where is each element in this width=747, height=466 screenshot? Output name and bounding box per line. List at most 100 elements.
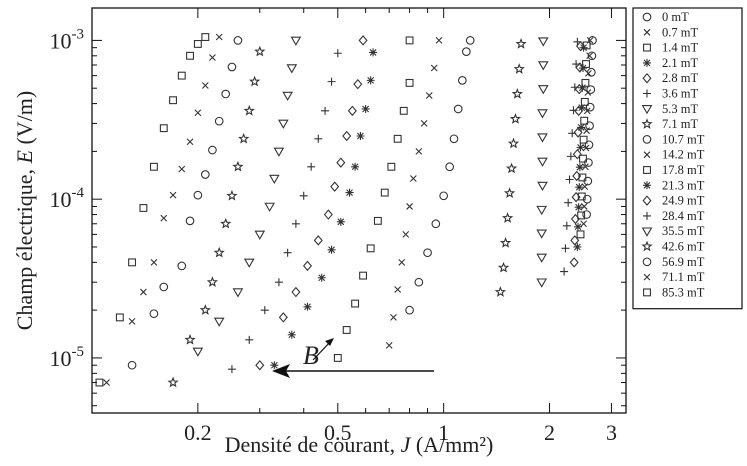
data-point — [314, 134, 323, 143]
data-point — [390, 314, 397, 321]
data-point — [177, 261, 187, 271]
data-point — [577, 103, 586, 112]
legend-item: 14.2 mT — [643, 148, 705, 162]
legend-item: 2.1 mT — [643, 56, 698, 70]
data-point — [586, 67, 596, 77]
legend-item: 5.3 mT — [641, 102, 698, 116]
data-point — [201, 82, 209, 89]
data-point — [186, 138, 194, 146]
y-axis-label: Champ électrique, E (V/m) — [12, 91, 37, 331]
legend-label: 21.3 mT — [662, 178, 705, 192]
legend-item: 0.7 mT — [643, 25, 698, 39]
legend-label: 35.5 mT — [662, 224, 705, 238]
field-vector-arrowhead — [325, 338, 334, 346]
data-point — [580, 203, 588, 210]
data-point — [537, 109, 548, 119]
data-point — [200, 170, 210, 179]
data-point — [385, 341, 393, 349]
series-0 — [582, 36, 597, 219]
x-tick-label: 1 — [438, 420, 449, 445]
data-point — [233, 36, 243, 45]
data-point — [574, 222, 582, 231]
data-point — [351, 162, 360, 171]
legend-marker — [641, 118, 653, 129]
data-point — [194, 109, 202, 117]
data-point — [299, 191, 308, 200]
data-point — [394, 286, 402, 293]
data-point — [457, 76, 467, 85]
legend-item: 28.4 mT — [643, 209, 705, 223]
data-point — [577, 192, 586, 201]
data-point — [583, 107, 591, 115]
data-point — [303, 302, 312, 311]
data-point — [497, 261, 510, 273]
legend-item: 85.3 mT — [643, 285, 705, 299]
data-point — [323, 209, 333, 220]
data-point — [243, 104, 255, 116]
data-point — [208, 145, 217, 155]
legend-label: 10.7 mT — [662, 132, 705, 146]
legend-marker — [643, 89, 651, 98]
legend-item: 21.3 mT — [643, 178, 705, 192]
legend-marker — [641, 240, 653, 252]
legend-item: 24.9 mT — [642, 194, 705, 208]
data-point — [430, 64, 438, 72]
series-14 — [192, 36, 302, 357]
data-point — [330, 181, 340, 192]
data-point — [232, 160, 244, 172]
data-point — [582, 194, 592, 204]
data-point — [221, 89, 231, 99]
data-point — [585, 121, 594, 131]
legend-label: 2.8 mT — [662, 71, 698, 85]
data-point — [449, 134, 459, 144]
data-point — [569, 106, 578, 115]
legend-marker — [643, 273, 651, 281]
data-point — [574, 203, 583, 212]
data-point — [336, 157, 346, 168]
data-point — [562, 221, 571, 230]
legend-label: 24.9 mT — [662, 194, 705, 208]
data-point — [560, 267, 569, 276]
data-point — [127, 360, 137, 370]
data-point — [159, 282, 169, 292]
series-13 — [227, 49, 342, 374]
legend-marker — [643, 43, 651, 52]
data-point — [169, 191, 177, 199]
data-point — [160, 214, 168, 222]
data-point — [425, 92, 433, 99]
data-point — [575, 40, 586, 52]
data-point — [573, 127, 583, 138]
data-point — [345, 188, 354, 197]
data-point — [243, 258, 255, 268]
legend-label: 2.1 mT — [662, 56, 698, 70]
data-point — [184, 333, 196, 345]
data-point — [227, 62, 237, 72]
data-point — [577, 123, 586, 132]
legend-marker — [643, 181, 651, 190]
series-5 — [560, 37, 582, 276]
data-point — [570, 235, 580, 246]
series-15 — [167, 45, 266, 388]
data-point — [150, 258, 158, 266]
axes-frame — [91, 7, 627, 414]
data-point — [445, 162, 454, 172]
x-axis-label: Densité de courant, J (A/mm²) — [225, 432, 494, 457]
annotation-label: B — [303, 341, 319, 370]
data-point — [115, 313, 124, 322]
data-point — [245, 335, 254, 344]
data-point — [192, 347, 204, 357]
field-direction-annotation: B — [272, 338, 434, 378]
legend-marker — [641, 227, 653, 237]
data-point — [587, 51, 597, 61]
data-point — [580, 220, 587, 228]
data-point — [220, 217, 232, 229]
data-point — [537, 61, 549, 71]
data-point — [213, 246, 225, 258]
legend-item: 56.9 mT — [642, 255, 705, 269]
series-1 — [580, 37, 594, 228]
data-point — [359, 271, 368, 280]
legend-label: 56.9 mT — [662, 255, 705, 269]
legend-marker — [642, 12, 652, 22]
data-point — [373, 216, 382, 225]
data-point — [128, 317, 136, 325]
